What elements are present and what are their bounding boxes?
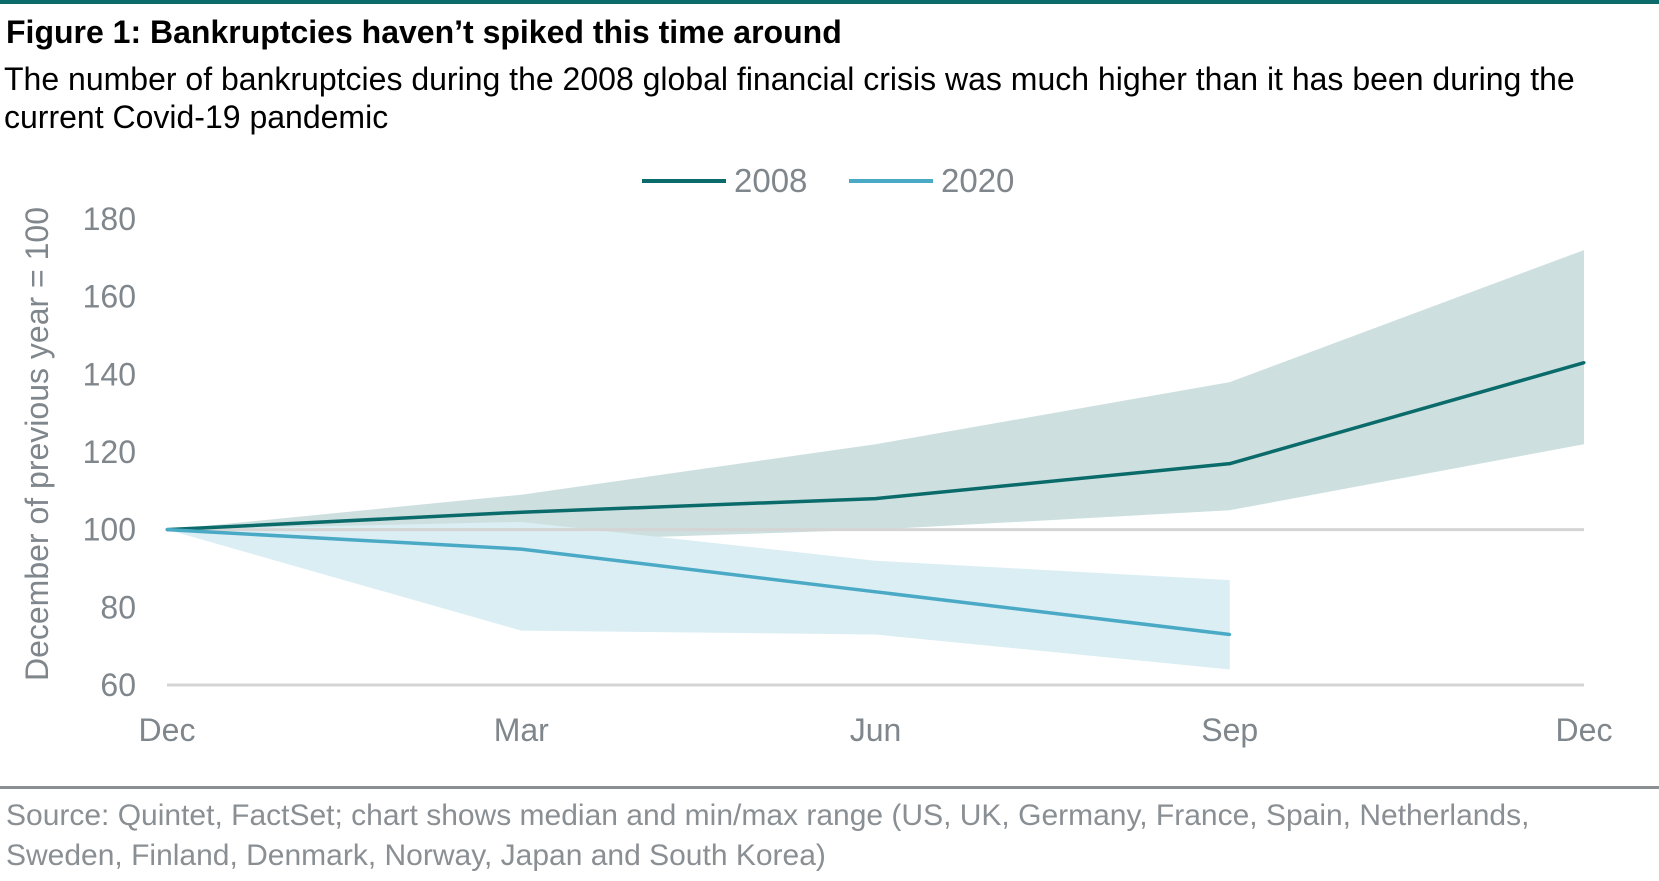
data-point-2008 [1582, 361, 1586, 365]
y-tick-label: 60 [100, 667, 136, 703]
legend-label-2020: 2020 [941, 162, 1014, 199]
x-tick-label: Sep [1201, 712, 1258, 748]
range-bands [167, 250, 1584, 670]
data-point-2020 [165, 528, 169, 532]
x-tick-label: Mar [494, 712, 549, 748]
data-point-2008 [874, 497, 877, 501]
range-band-2020 [167, 521, 1230, 670]
range-band-2008 [167, 250, 1584, 542]
data-point-2020 [1228, 633, 1232, 637]
data-point-2020 [519, 547, 523, 551]
y-tick-label: 140 [83, 356, 136, 392]
x-tick-label: Dec [139, 712, 196, 748]
legend-label-2008: 2008 [734, 162, 807, 199]
y-tick-label: 120 [83, 434, 136, 470]
median-lines [165, 361, 1586, 637]
legend: 2008 2020 [642, 162, 1014, 199]
y-axis-ticks: 60 80 100 120 140 160 180 [83, 201, 136, 703]
x-axis-ticks: Dec Mar Jun Sep Dec [139, 712, 1613, 748]
source-note: Source: Quintet, FactSet; chart shows me… [6, 799, 1530, 872]
y-tick-label: 100 [83, 512, 136, 548]
y-axis-label: December of previous year = 100 [19, 207, 55, 681]
y-tick-label: 160 [83, 279, 136, 315]
bottom-rule [0, 786, 1659, 789]
data-point-2008 [519, 510, 523, 514]
line-chart: 60 80 100 120 140 160 180 Dec Mar Jun Sep Dec Dece… [19, 162, 1613, 748]
y-tick-label: 80 [100, 589, 136, 625]
data-point-2008 [1228, 462, 1232, 466]
median-line-2020 [166, 527, 1230, 637]
x-tick-label: Jun [850, 712, 902, 748]
figure-subtitle: The number of bankruptcies during the 20… [4, 61, 1575, 135]
data-point-2020 [874, 590, 877, 594]
top-rule [0, 0, 1659, 4]
y-tick-label: 180 [83, 201, 136, 237]
x-tick-label: Dec [1556, 712, 1613, 748]
figure-title: Figure 1: Bankruptcies haven’t spiked th… [6, 14, 842, 50]
